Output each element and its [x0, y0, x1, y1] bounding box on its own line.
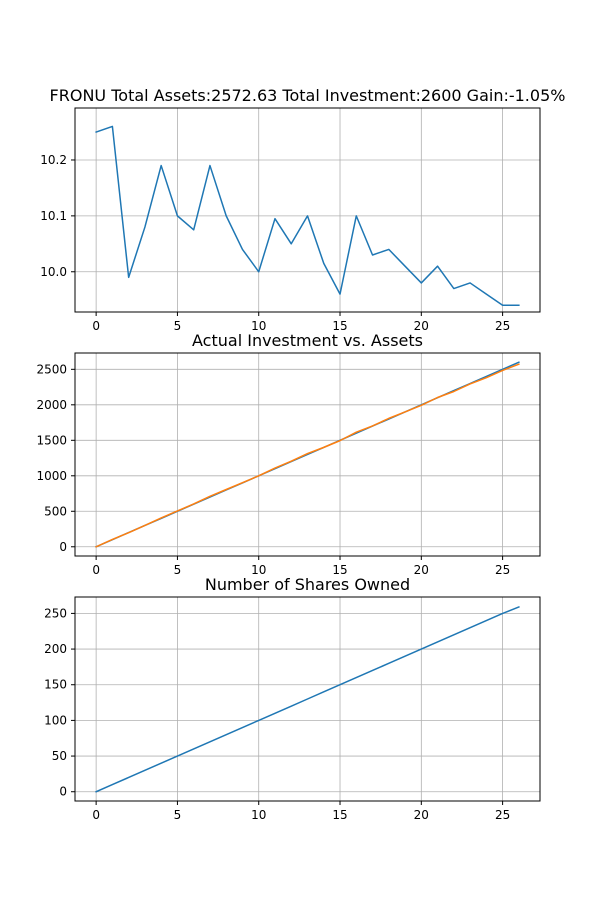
- x-tick-label: 10: [251, 808, 266, 822]
- x-tick-label: 25: [495, 319, 510, 333]
- y-tick-label: 0: [59, 540, 67, 554]
- x-tick-label: 10: [251, 319, 266, 333]
- x-tick-label: 25: [495, 563, 510, 577]
- chart-price: FRONU Total Assets:2572.63 Total Investm…: [40, 86, 565, 333]
- chart-title: Actual Investment vs. Assets: [192, 331, 423, 350]
- x-tick-label: 0: [92, 319, 100, 333]
- y-tick-label: 1500: [36, 433, 67, 447]
- y-tick-label: 200: [44, 642, 67, 656]
- x-tick-label: 5: [174, 808, 182, 822]
- y-tick-label: 150: [44, 678, 67, 692]
- y-tick-label: 2500: [36, 362, 67, 376]
- x-tick-label: 20: [414, 319, 429, 333]
- series-line-0: [95, 125, 520, 307]
- chart-title: FRONU Total Assets:2572.63 Total Investm…: [50, 86, 566, 105]
- x-tick-label: 0: [92, 563, 100, 577]
- y-tick-label: 100: [44, 713, 67, 727]
- y-tick-label: 500: [44, 504, 67, 518]
- chart-title: Number of Shares Owned: [205, 575, 410, 594]
- y-tick-label: 10.1: [40, 209, 67, 223]
- x-tick-label: 15: [332, 808, 347, 822]
- x-tick-label: 15: [332, 563, 347, 577]
- y-tick-label: 10.0: [40, 265, 67, 279]
- series-line-1: [95, 363, 520, 548]
- y-tick-label: 50: [52, 749, 67, 763]
- x-tick-label: 15: [332, 319, 347, 333]
- y-tick-label: 10.2: [40, 153, 67, 167]
- plot-frame: [74, 107, 541, 313]
- x-tick-label: 0: [92, 808, 100, 822]
- y-tick-label: 2000: [36, 398, 67, 412]
- x-tick-label: 20: [414, 563, 429, 577]
- plot-frame: [74, 352, 541, 557]
- y-tick-label: 250: [44, 606, 67, 620]
- x-tick-label: 25: [495, 808, 510, 822]
- chart-investment-vs-assets: Actual Investment vs. Assets 0 5 10 15 20 25 0 5…: [36, 331, 541, 577]
- series-line-0: [95, 606, 520, 793]
- x-tick-label: 20: [414, 808, 429, 822]
- plot-frame: [74, 596, 541, 802]
- x-tick-label: 10: [251, 563, 266, 577]
- y-tick-label: 1000: [36, 469, 67, 483]
- x-tick-label: 5: [174, 563, 182, 577]
- x-tick-label: 5: [174, 319, 182, 333]
- y-tick-label: 0: [59, 785, 67, 799]
